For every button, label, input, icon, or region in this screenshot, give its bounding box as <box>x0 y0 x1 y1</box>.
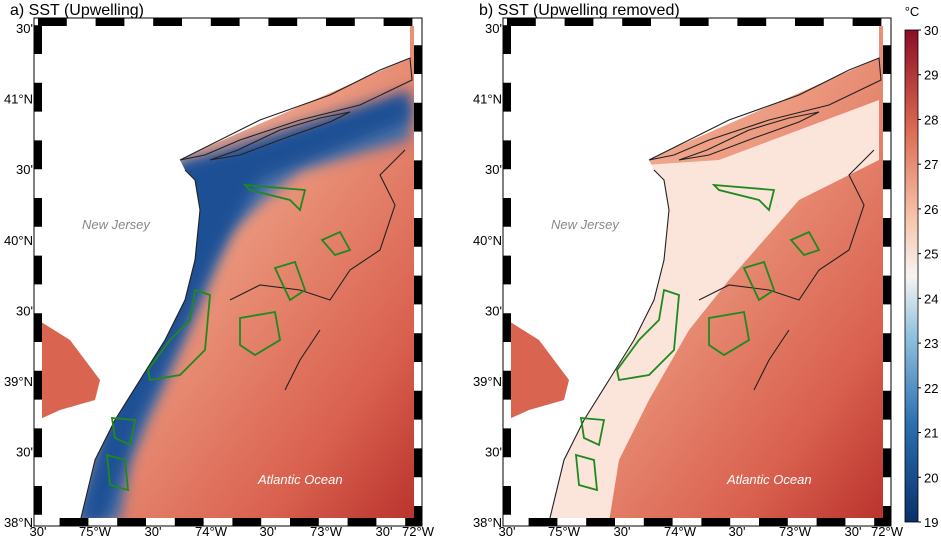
lat-label: 39°N <box>4 374 33 389</box>
land-label: New Jersey <box>82 217 151 232</box>
lat-label: 38°N <box>4 515 33 530</box>
colorbar-tick-label: 22 <box>924 381 938 396</box>
colorbar-tick-label: 25 <box>924 247 938 262</box>
colorbar-tick-label: 19 <box>924 515 938 530</box>
colorbar-tick-label: 20 <box>924 470 938 485</box>
colorbar: °C 19 20 21 22 23 24 25 26 27 28 29 30 <box>904 4 938 530</box>
lon-label: 30' <box>729 524 746 538</box>
colorbar-tick-label: 24 <box>924 291 938 306</box>
lon-label: 74°W <box>664 524 697 538</box>
colorbar-tick-label: 28 <box>924 112 938 127</box>
panel-title: a) SST (Upwelling) <box>10 2 144 19</box>
colorbar-tick-label: 21 <box>924 426 938 441</box>
lat-label: 30' <box>16 303 33 318</box>
lat-label: 41°N <box>4 92 33 107</box>
map-panel-a: a) SST (Upwelling) New Jersey Atlantic O… <box>10 2 423 527</box>
colorbar-tick-label: 29 <box>924 68 938 83</box>
lon-label: 30' <box>845 524 862 538</box>
ocean-label: Atlantic Ocean <box>726 472 812 487</box>
lat-label: 30' <box>16 21 33 36</box>
panel-title: b) SST (Upwelling removed) <box>479 2 680 19</box>
lon-label: 73°W <box>779 524 812 538</box>
lon-label: 74°W <box>195 524 228 538</box>
lon-label: 73°W <box>310 524 343 538</box>
lon-label: 30' <box>30 524 47 538</box>
axis-labels: 30'41°N30'40°N30'39°N30'38°N30' 75°W 30' 74… <box>473 21 904 539</box>
axis-labels: 30'41°N30'40°N30'39°N30'38°N30' 75°W 30' 74… <box>4 21 435 539</box>
lat-label: 40°N <box>473 233 502 248</box>
lon-label: 30' <box>260 524 277 538</box>
lat-label: 39°N <box>473 374 502 389</box>
colorbar-tick-label: 26 <box>924 202 938 217</box>
lat-label: 30' <box>485 303 502 318</box>
lat-label: 30' <box>485 445 502 460</box>
lon-label: 72°W <box>871 524 904 538</box>
ocean-label: Atlantic Ocean <box>257 472 343 487</box>
colorbar-unit: °C <box>905 4 920 19</box>
lat-label: 38°N <box>473 515 502 530</box>
lon-label: 30' <box>499 524 516 538</box>
lon-label: 75°W <box>79 524 112 538</box>
lat-label: 30' <box>485 21 502 36</box>
lon-label: 72°W <box>402 524 435 538</box>
lon-label: 75°W <box>548 524 581 538</box>
colorbar-tick-label: 30 <box>924 23 938 38</box>
lat-label: 41°N <box>473 92 502 107</box>
map-panel-b: b) SST (Upwelling removed) New Jersey At… <box>479 2 892 527</box>
colorbar-tick-label: 23 <box>924 336 938 351</box>
land-label: New Jersey <box>551 217 620 232</box>
lat-label: 30' <box>16 445 33 460</box>
lat-label: 30' <box>485 162 502 177</box>
lat-label: 40°N <box>4 233 33 248</box>
lon-label: 30' <box>376 524 393 538</box>
lon-label: 30' <box>145 524 162 538</box>
colorbar-ramp <box>904 29 919 523</box>
lat-label: 30' <box>16 162 33 177</box>
colorbar-tick-label: 27 <box>924 157 938 172</box>
lon-label: 30' <box>614 524 631 538</box>
